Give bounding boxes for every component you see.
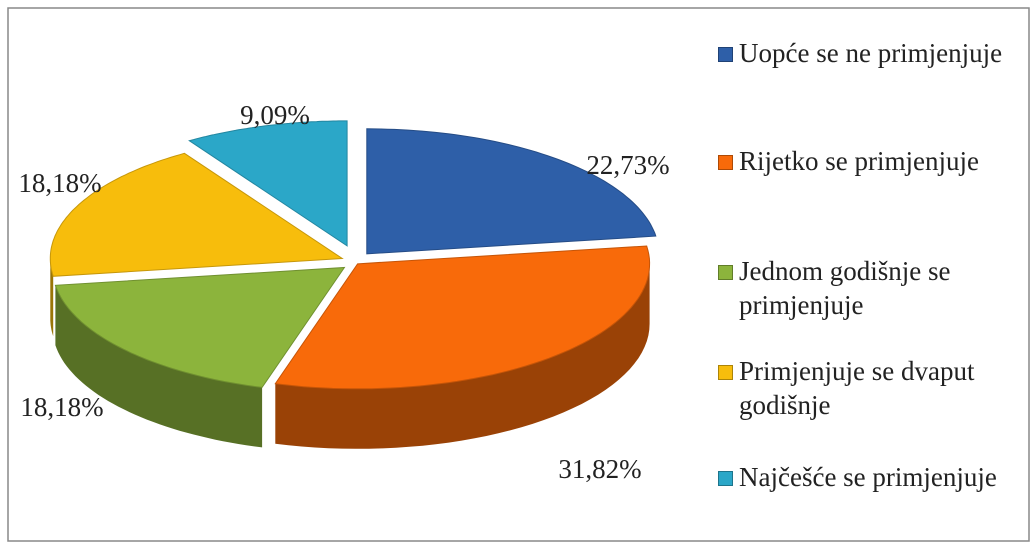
- data-label: 18,18%: [20, 392, 103, 422]
- legend-swatch: [718, 471, 733, 486]
- slice-side: [55, 285, 263, 448]
- legend-label: Jednom godišnje se primjenjuje: [739, 256, 951, 320]
- slice-side: [50, 258, 54, 337]
- legend-label: Uopće se ne primjenjuje: [739, 38, 1003, 68]
- slice-side: [275, 263, 650, 449]
- legend-label: Rijetko se primjenjuje: [739, 146, 979, 176]
- slice: [49, 152, 344, 277]
- data-label: 31,82%: [558, 454, 641, 484]
- legend-swatch: [718, 47, 733, 62]
- legend-item: Uopće se ne primjenjuje: [718, 36, 1023, 70]
- slice: [366, 128, 657, 255]
- data-label: 18,18%: [18, 168, 101, 198]
- legend-item: Primjenjuje se dvaput godišnje: [718, 354, 1023, 422]
- legend-item: Najčešće se primjenjuje: [718, 460, 1023, 494]
- legend-swatch: [718, 365, 733, 380]
- slice: [54, 266, 346, 388]
- legend-item: Jednom godišnje se primjenjuje: [718, 254, 1023, 322]
- legend-swatch: [718, 155, 733, 170]
- legend-label: Najčešće se primjenjuje: [739, 462, 997, 492]
- data-label: 22,73%: [586, 150, 669, 180]
- legend-swatch: [718, 265, 733, 280]
- data-label: 9,09%: [240, 100, 310, 130]
- legend-item: Rijetko se primjenjuje: [718, 144, 1023, 178]
- slice: [188, 120, 348, 247]
- legend-label: Primjenjuje se dvaput godišnje: [739, 356, 975, 420]
- slice: [274, 245, 651, 390]
